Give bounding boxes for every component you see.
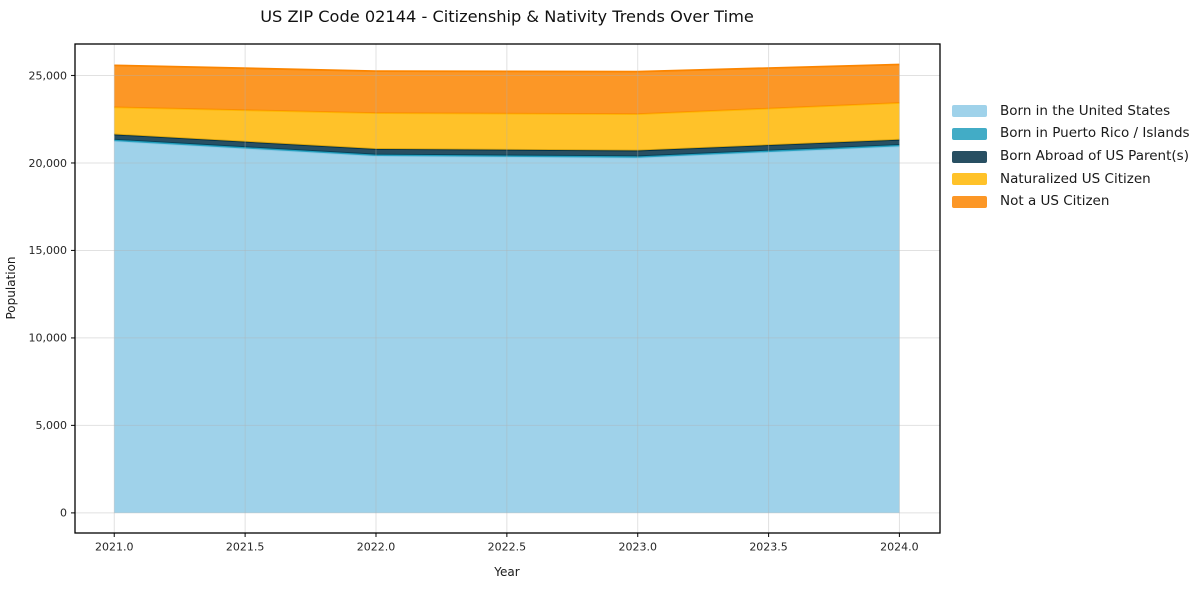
y-tick-label: 10,000 xyxy=(29,332,68,345)
y-tick-label: 0 xyxy=(60,507,67,520)
legend-swatch-icon xyxy=(952,196,987,209)
area-series-4 xyxy=(114,64,900,115)
legend: Born in the United States Born in Puerto … xyxy=(952,100,1189,213)
legend-swatch-icon xyxy=(952,105,987,118)
legend-item: Born in Puerto Rico / Islands xyxy=(952,123,1189,146)
x-axis-label: Year xyxy=(493,565,519,579)
legend-item: Naturalized US Citizen xyxy=(952,168,1189,191)
x-tick-labels: 2021.0 2021.5 2022.0 2022.5 2023.0 2023.5 2024… xyxy=(95,541,919,554)
legend-label: Born in Puerto Rico / Islands xyxy=(1000,125,1189,142)
axis-ticks xyxy=(71,74,900,537)
y-tick-label: 5,000 xyxy=(36,419,68,432)
plot-border xyxy=(74,43,941,534)
stacked-areas xyxy=(114,63,900,513)
y-axis-label: Population xyxy=(4,256,18,319)
y-tick-labels: 0 5,000 10,000 15,000 20,000 25,000 xyxy=(29,69,68,519)
area-series-3 xyxy=(114,102,900,151)
legend-swatch-icon xyxy=(952,150,987,163)
y-tick-label: 15,000 xyxy=(29,244,68,257)
x-tick-label: 2022.0 xyxy=(357,541,396,554)
x-tick-label: 2024.0 xyxy=(880,541,919,554)
x-tick-label: 2023.5 xyxy=(749,541,788,554)
y-tick-label: 20,000 xyxy=(29,157,68,170)
gridlines xyxy=(75,44,940,533)
legend-item: Born in the United States xyxy=(952,100,1189,123)
legend-label: Born Abroad of US Parent(s) xyxy=(1000,147,1189,164)
legend-label: Born in the United States xyxy=(1000,102,1171,119)
x-tick-label: 2021.0 xyxy=(95,541,134,554)
legend-label: Not a US Citizen xyxy=(1000,193,1110,210)
chart-title: US ZIP Code 02144 - Citizenship & Nativi… xyxy=(260,7,754,26)
legend-swatch-icon xyxy=(952,128,987,141)
area-top-edge-4 xyxy=(114,63,900,73)
legend-label: Naturalized US Citizen xyxy=(1000,170,1151,187)
x-tick-label: 2022.5 xyxy=(488,541,527,554)
legend-item: Not a US Citizen xyxy=(952,191,1189,214)
legend-item: Born Abroad of US Parent(s) xyxy=(952,145,1189,168)
area-series-0 xyxy=(114,141,900,513)
y-tick-label: 25,000 xyxy=(29,69,68,82)
area-series-2 xyxy=(114,134,900,157)
x-tick-label: 2023.0 xyxy=(618,541,657,554)
legend-swatch-icon xyxy=(952,173,987,186)
x-tick-label: 2021.5 xyxy=(226,541,265,554)
